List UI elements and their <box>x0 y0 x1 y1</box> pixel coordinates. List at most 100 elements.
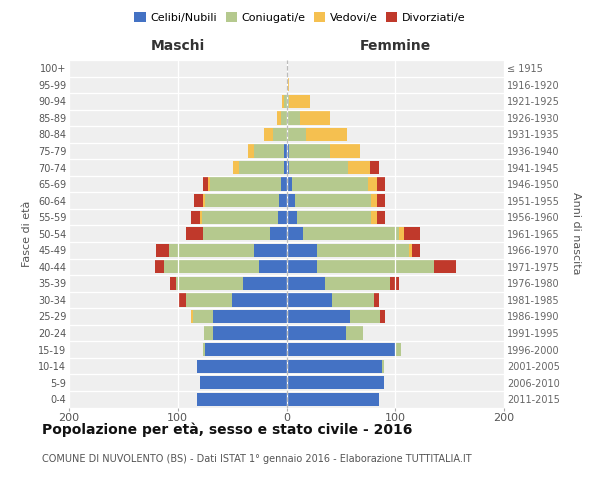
Bar <box>282 95 287 108</box>
Bar <box>259 260 287 274</box>
Bar <box>287 144 289 158</box>
Bar <box>287 392 379 406</box>
Bar <box>248 144 287 158</box>
Bar <box>287 112 330 124</box>
Bar <box>287 294 379 306</box>
Bar <box>287 343 401 356</box>
Bar <box>287 210 377 224</box>
Bar <box>287 95 289 108</box>
Bar <box>287 392 379 406</box>
Bar <box>263 128 287 141</box>
Bar <box>287 227 420 240</box>
Bar <box>287 260 434 274</box>
Bar <box>204 326 287 340</box>
Bar <box>287 194 295 207</box>
Bar <box>287 277 325 290</box>
Bar <box>287 178 292 190</box>
Bar <box>205 194 287 207</box>
Bar <box>187 227 287 240</box>
Text: Maschi: Maschi <box>151 38 205 52</box>
Bar <box>287 78 289 92</box>
Bar <box>203 343 287 356</box>
Bar <box>287 95 310 108</box>
Bar <box>164 260 287 274</box>
Bar <box>281 112 287 124</box>
Bar <box>197 360 287 373</box>
Bar <box>287 178 368 190</box>
Bar <box>203 343 287 356</box>
Bar <box>197 392 287 406</box>
Bar <box>212 326 287 340</box>
Bar <box>287 376 385 390</box>
Bar <box>199 376 287 390</box>
Bar <box>287 161 289 174</box>
Bar <box>254 244 287 257</box>
Bar <box>287 260 456 274</box>
Bar <box>287 294 332 306</box>
Bar <box>287 343 401 356</box>
Bar <box>254 144 287 158</box>
Bar <box>287 227 404 240</box>
Bar <box>287 244 412 257</box>
Bar <box>287 161 349 174</box>
Bar <box>194 194 287 207</box>
Bar <box>277 112 287 124</box>
Bar <box>169 244 287 257</box>
Bar <box>203 194 287 207</box>
Bar <box>287 326 362 340</box>
Bar <box>199 210 287 224</box>
Legend: Celibi/Nubili, Coniugati/e, Vedovi/e, Divorziati/e: Celibi/Nubili, Coniugati/e, Vedovi/e, Di… <box>130 8 470 28</box>
Bar <box>284 95 287 108</box>
Bar <box>277 112 287 124</box>
Bar <box>287 128 347 141</box>
Bar <box>248 144 287 158</box>
Bar <box>193 310 287 323</box>
Bar <box>287 178 385 190</box>
Bar <box>287 144 361 158</box>
Bar <box>287 95 310 108</box>
Bar <box>205 343 287 356</box>
Bar <box>197 392 287 406</box>
Bar <box>164 260 287 274</box>
Bar <box>270 227 287 240</box>
Bar <box>287 277 398 290</box>
Bar <box>263 128 287 141</box>
Bar <box>155 260 287 274</box>
Bar <box>287 360 385 373</box>
Bar <box>287 392 379 406</box>
Bar <box>187 294 287 306</box>
Bar <box>202 210 287 224</box>
Bar <box>287 178 377 190</box>
Bar <box>287 310 380 323</box>
Text: COMUNE DI NUVOLENTO (BS) - Dati ISTAT 1° gennaio 2016 - Elaborazione TUTTITALIA.: COMUNE DI NUVOLENTO (BS) - Dati ISTAT 1°… <box>42 454 472 464</box>
Bar <box>169 244 287 257</box>
Text: Popolazione per età, sesso e stato civile - 2016: Popolazione per età, sesso e stato civil… <box>42 422 412 437</box>
Bar <box>287 112 330 124</box>
Bar <box>287 210 298 224</box>
Bar <box>287 376 385 390</box>
Bar <box>287 194 377 207</box>
Bar <box>287 294 373 306</box>
Bar <box>287 260 434 274</box>
Bar <box>197 360 287 373</box>
Y-axis label: Fasce di età: Fasce di età <box>22 200 32 267</box>
Bar <box>282 95 287 108</box>
Bar <box>287 360 385 373</box>
Bar <box>199 376 287 390</box>
Bar <box>233 161 287 174</box>
Bar <box>208 178 287 190</box>
Bar <box>178 294 287 306</box>
Bar <box>278 210 287 224</box>
Bar <box>287 244 317 257</box>
Bar <box>279 194 287 207</box>
Bar <box>287 144 330 158</box>
Bar <box>170 277 287 290</box>
Bar <box>287 78 289 92</box>
Bar <box>232 294 287 306</box>
Bar <box>284 161 287 174</box>
Bar <box>199 376 287 390</box>
Bar <box>287 161 379 174</box>
Bar <box>274 128 287 141</box>
Bar <box>287 194 385 207</box>
Text: Femmine: Femmine <box>360 38 431 52</box>
